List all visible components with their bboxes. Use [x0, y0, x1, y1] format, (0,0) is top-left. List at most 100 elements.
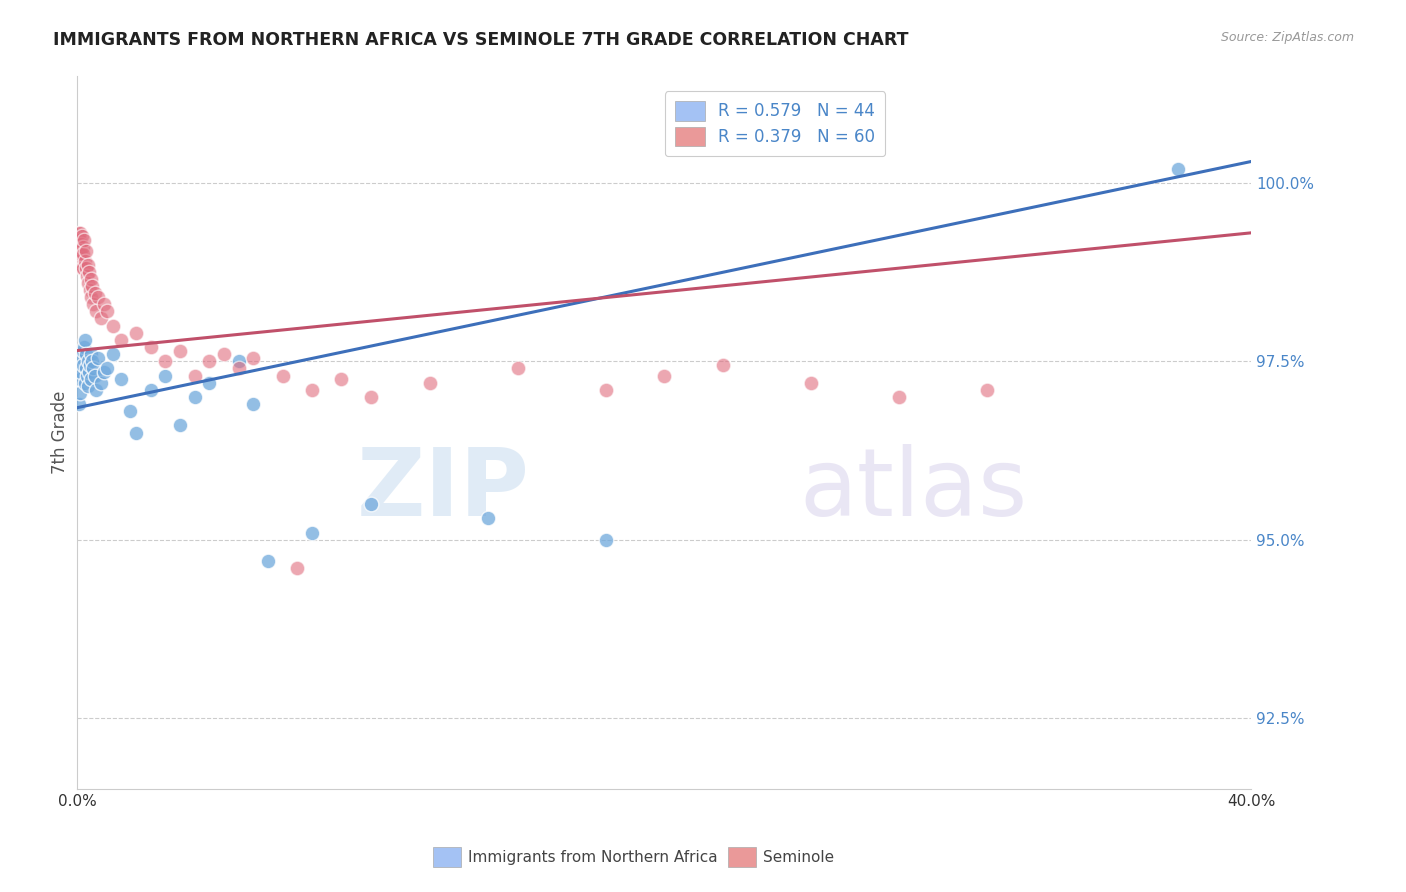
- Point: [93, 297, 115, 311]
- Point: [301, 383, 323, 397]
- Point: [84, 368, 107, 383]
- Point: [73, 376, 96, 390]
- Point: [139, 383, 162, 397]
- Point: [76, 268, 98, 283]
- Point: [120, 404, 142, 418]
- Point: [75, 244, 97, 258]
- Point: [66, 233, 89, 247]
- Point: [93, 365, 115, 379]
- Point: [67, 397, 90, 411]
- Point: [76, 368, 98, 383]
- Point: [976, 383, 998, 397]
- Text: Source: ZipAtlas.com: Source: ZipAtlas.com: [1220, 31, 1354, 45]
- Point: [87, 290, 110, 304]
- Point: [257, 554, 280, 568]
- Point: [76, 258, 98, 272]
- Point: [70, 236, 93, 251]
- Text: IMMIGRANTS FROM NORTHERN AFRICA VS SEMINOLE 7TH GRADE CORRELATION CHART: IMMIGRANTS FROM NORTHERN AFRICA VS SEMIN…: [53, 31, 908, 49]
- Point: [72, 240, 94, 254]
- Point: [228, 361, 250, 376]
- Point: [67, 226, 90, 240]
- Point: [76, 354, 98, 368]
- Point: [79, 358, 101, 372]
- Text: atlas: atlas: [800, 443, 1028, 536]
- Point: [183, 368, 207, 383]
- Point: [96, 304, 118, 318]
- Point: [80, 372, 103, 386]
- Point: [183, 390, 207, 404]
- Point: [212, 347, 235, 361]
- Point: [77, 365, 100, 379]
- Point: [125, 326, 148, 340]
- Point: [75, 261, 97, 276]
- Point: [70, 229, 93, 244]
- Point: [80, 354, 103, 368]
- Point: [360, 497, 382, 511]
- Point: [70, 365, 93, 379]
- Y-axis label: 7th Grade: 7th Grade: [51, 391, 69, 475]
- Point: [1167, 161, 1189, 176]
- Point: [69, 226, 91, 240]
- Point: [73, 333, 96, 347]
- Point: [67, 247, 90, 261]
- Point: [198, 354, 221, 368]
- Point: [84, 286, 107, 301]
- Point: [82, 297, 104, 311]
- Point: [90, 311, 112, 326]
- Point: [125, 425, 148, 440]
- Point: [330, 372, 353, 386]
- Point: [86, 383, 108, 397]
- Point: [96, 361, 118, 376]
- Point: [69, 233, 91, 247]
- Point: [70, 240, 93, 254]
- Point: [155, 368, 177, 383]
- Point: [271, 368, 294, 383]
- Point: [477, 511, 499, 525]
- Point: [90, 376, 112, 390]
- Point: [360, 390, 382, 404]
- Point: [79, 272, 101, 286]
- Point: [228, 354, 250, 368]
- Point: [595, 533, 617, 547]
- Point: [79, 283, 101, 297]
- Point: [75, 347, 97, 361]
- Point: [70, 351, 93, 365]
- Point: [87, 351, 110, 365]
- Point: [82, 361, 104, 376]
- Point: [69, 240, 91, 254]
- Point: [155, 354, 177, 368]
- Point: [800, 376, 823, 390]
- Point: [77, 265, 100, 279]
- Point: [69, 372, 91, 386]
- Point: [73, 340, 96, 354]
- Point: [86, 304, 108, 318]
- Point: [72, 358, 94, 372]
- Point: [654, 368, 676, 383]
- Point: [69, 386, 91, 401]
- Point: [75, 361, 97, 376]
- Point: [73, 233, 96, 247]
- Point: [101, 318, 124, 333]
- Point: [242, 397, 264, 411]
- Point: [419, 376, 441, 390]
- Text: Seminole: Seminole: [763, 850, 835, 864]
- Point: [711, 358, 734, 372]
- Point: [77, 276, 100, 290]
- Point: [70, 261, 93, 276]
- Point: [79, 347, 101, 361]
- Point: [77, 379, 100, 393]
- Point: [72, 343, 94, 358]
- Text: ZIP: ZIP: [357, 443, 529, 536]
- Point: [70, 247, 93, 261]
- Point: [301, 525, 323, 540]
- Point: [139, 340, 162, 354]
- Point: [67, 233, 90, 247]
- Legend: R = 0.579   N = 44, R = 0.379   N = 60: R = 0.579 N = 44, R = 0.379 N = 60: [665, 91, 884, 156]
- Point: [169, 343, 191, 358]
- Point: [73, 254, 96, 268]
- Point: [110, 333, 132, 347]
- Point: [595, 383, 617, 397]
- Point: [101, 347, 124, 361]
- Point: [169, 418, 191, 433]
- Point: [506, 361, 529, 376]
